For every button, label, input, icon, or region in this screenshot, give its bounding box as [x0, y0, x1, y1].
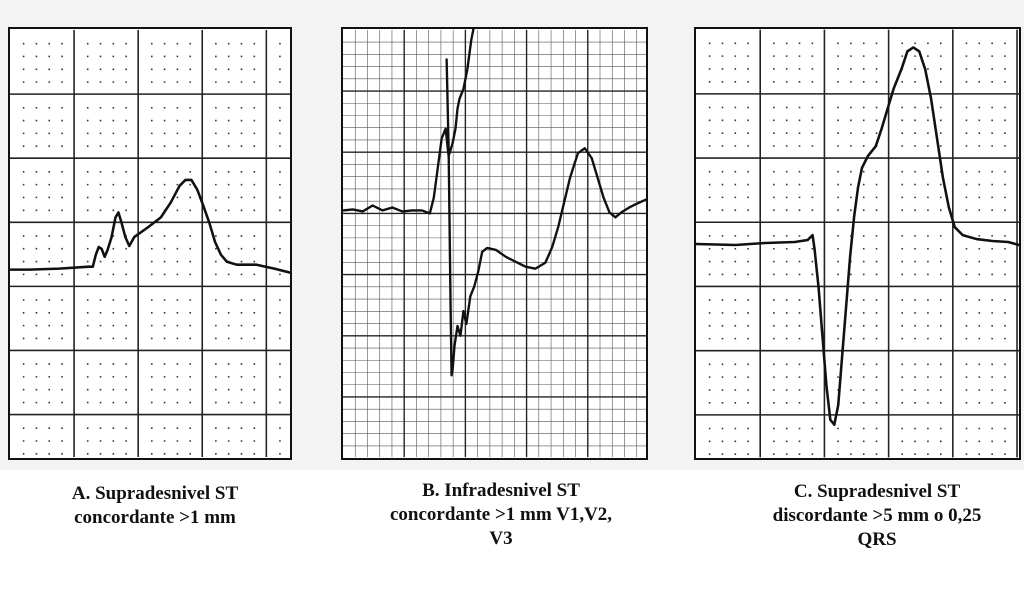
caption-b-line-2: concordante >1 mm V1,V2, — [389, 504, 613, 525]
caption-c: C. Supradesnivel ST discordante >5 mm o … — [742, 480, 1012, 552]
ecg-panel-b — [341, 27, 648, 460]
ecg-strip-b — [343, 29, 646, 458]
ecg-grid-b — [343, 29, 646, 458]
ecg-trace-b — [343, 29, 646, 377]
ecg-panel-a — [8, 27, 292, 460]
caption-a-line-2: concordante >1 mm — [74, 507, 236, 528]
caption-c-line-1: C. Supradesnivel ST — [793, 481, 961, 502]
ecg-strip-c — [696, 29, 1019, 458]
caption-a-line-1: A. Supradesnivel ST — [71, 483, 239, 504]
caption-c-line-2: discordante >5 mm o 0,25 — [772, 505, 982, 526]
ecg-trace-a — [10, 178, 290, 274]
ecg-panel-c — [694, 27, 1021, 460]
caption-a: A. Supradesnivel ST concordante >1 mm — [20, 482, 290, 530]
caption-c-line-3: QRS — [857, 529, 897, 550]
caption-b-line-1: B. Infradesnivel ST — [422, 480, 580, 501]
caption-b: B. Infradesnivel ST concordante >1 mm V1… — [356, 479, 646, 551]
ecg-strip-a — [10, 30, 290, 457]
ecg-trace-c — [696, 46, 1019, 427]
caption-b-line-3: V3 — [489, 528, 513, 549]
ecg-grid-a — [10, 30, 290, 457]
